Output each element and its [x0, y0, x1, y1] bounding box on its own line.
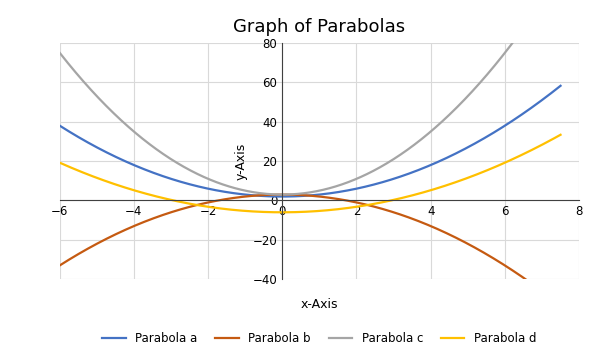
Parabola a: [488, 132, 495, 136]
Parabola b: [87, 245, 94, 250]
Parabola b: [361, 202, 368, 206]
Parabola a: [87, 142, 94, 146]
Parabola d: [279, 210, 286, 214]
Parabola c: [361, 173, 368, 178]
Y-axis label: y-Axis: y-Axis: [234, 142, 247, 180]
Parabola d: [361, 203, 368, 208]
Parabola b: [488, 255, 495, 260]
Parabola c: [436, 121, 444, 125]
Parabola b: [56, 263, 63, 268]
Parabola a: [56, 124, 63, 128]
Parabola d: [56, 160, 63, 165]
Line: Parabola b: Parabola b: [60, 195, 561, 305]
Parabola a: [376, 181, 383, 185]
Parabola c: [488, 67, 495, 71]
Line: Parabola c: Parabola c: [60, 0, 561, 194]
Legend: Parabola a, Parabola b, Parabola c, Parabola d: Parabola a, Parabola b, Parabola c, Para…: [98, 328, 541, 350]
Parabola c: [279, 192, 286, 197]
Parabola d: [87, 173, 94, 178]
Parabola b: [557, 303, 564, 308]
Parabola b: [347, 199, 355, 203]
Parabola d: [436, 185, 444, 189]
Parabola d: [347, 205, 355, 210]
Parabola a: [557, 84, 564, 88]
Line: Parabola a: Parabola a: [60, 86, 561, 197]
Parabola d: [557, 132, 564, 137]
Parabola a: [347, 188, 355, 192]
Parabola b: [376, 206, 383, 210]
Parabola a: [436, 159, 444, 163]
Parabola c: [56, 50, 63, 55]
Parabola b: [436, 228, 444, 232]
X-axis label: x-Axis: x-Axis: [301, 298, 338, 311]
Title: Graph of Parabolas: Graph of Parabolas: [233, 18, 405, 36]
Parabola c: [87, 87, 94, 91]
Parabola d: [488, 166, 495, 170]
Parabola c: [376, 165, 383, 170]
Line: Parabola d: Parabola d: [60, 135, 561, 212]
Parabola d: [376, 201, 383, 205]
Parabola c: [347, 179, 355, 183]
Parabola a: [361, 185, 368, 189]
Parabola a: [279, 194, 286, 199]
Parabola b: [279, 193, 286, 197]
